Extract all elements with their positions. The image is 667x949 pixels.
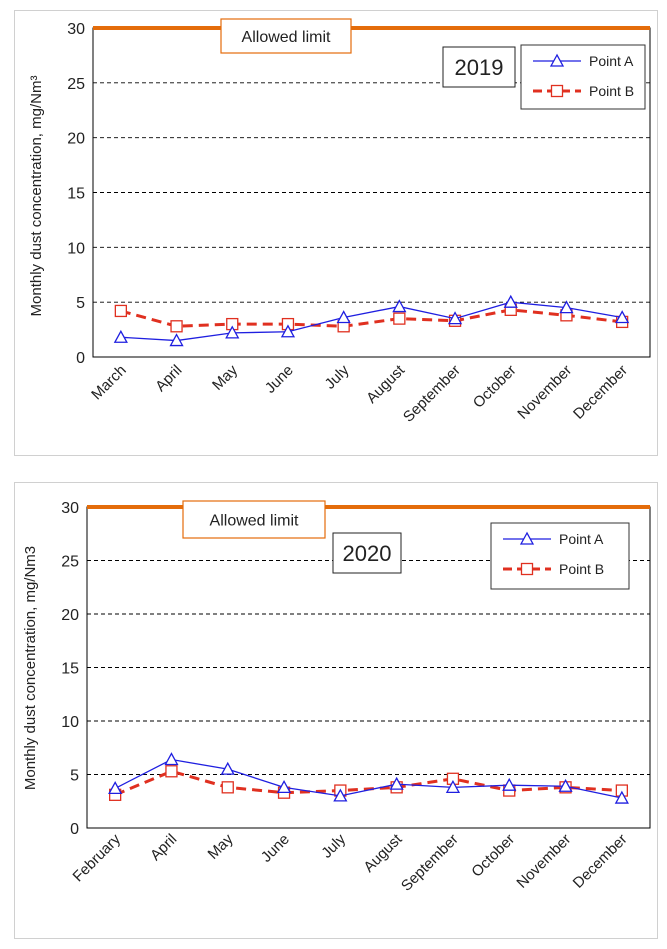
chart-2019: 0 5 10 15 20 25 30 Allowed limit 2019 Monthly dus…: [28, 18, 651, 426]
c1-point-a-point: [614, 790, 629, 804]
c1-legend-point-b-label: Point B: [559, 561, 604, 577]
c1-x-tick-label: October: [468, 831, 518, 881]
c1-y-axis-label: Monthly dust concentration, mg/Nm3: [22, 546, 39, 790]
c0-point-a-point: [225, 325, 240, 339]
c1-legend-point-a-marker: [519, 531, 535, 545]
c0-legend-point-b-marker: [550, 84, 564, 98]
c1-legend-box: [490, 522, 630, 590]
c0-point-a-point: [503, 294, 518, 308]
c0-x-tick-label: December: [570, 362, 631, 423]
c0-legend-point-b-label: Point B: [589, 83, 634, 99]
c0-point-a-point: [559, 300, 574, 314]
c1-x-tick-label: August: [360, 830, 406, 876]
c1-y-tick-label: 0: [70, 821, 79, 838]
c1-point-a-point: [276, 779, 292, 793]
c0-y-tick-label: 25: [67, 76, 85, 93]
c0-y-tick-label: 20: [67, 131, 85, 148]
chart-2019-panel: 0 5 10 15 20 25 30 Allowed limit 2019 Monthly dus…: [14, 10, 658, 456]
c1-x-tick-label: September: [398, 831, 462, 895]
c0-point-b-point: [170, 320, 183, 333]
c0-y-tick-label: 15: [67, 186, 85, 203]
c0-y-tick-label: 10: [67, 240, 85, 257]
c1-point-a-point: [502, 777, 517, 791]
c1-chart-title: 2020: [343, 541, 392, 566]
c0-title-box: [442, 46, 516, 88]
c1-y-tick-label: 30: [61, 500, 79, 517]
c0-point-a-line: [120, 301, 623, 342]
c0-y-axis-label: Monthly dust concentration, mg/Nm³: [28, 76, 45, 317]
c0-x-tick-label: October: [470, 362, 520, 412]
c0-point-a-point: [615, 310, 630, 324]
c1-point-a-point: [164, 752, 179, 766]
c1-y-tick-label: 20: [61, 607, 79, 624]
c0-x-tick-label: November: [514, 362, 575, 423]
c0-point-a-point: [336, 310, 351, 324]
c1-point-a-point: [108, 781, 123, 795]
c1-point-a-point: [558, 778, 573, 792]
c0-legend-point-a-marker: [549, 53, 565, 67]
c0-x-tick-label: June: [262, 362, 297, 397]
c1-x-tick-label: December: [570, 831, 631, 892]
c0-x-tick-label: September: [400, 362, 464, 426]
c1-title-box: [332, 532, 402, 574]
c1-point-a-point: [389, 776, 404, 790]
c0-x-tick-label: August: [363, 361, 409, 407]
c0-y-tick-label: 5: [76, 295, 85, 312]
c0-point-b-point: [393, 312, 406, 325]
c0-x-tick-label: May: [209, 361, 241, 393]
c0-point-a-point: [447, 311, 463, 325]
c1-x-tick-label: November: [513, 831, 574, 892]
c1-allowed-limit-box: [182, 500, 326, 539]
c0-x-tick-label: March: [88, 362, 129, 403]
c1-x-tick-label: June: [258, 831, 293, 866]
c1-y-tick-label: 25: [61, 554, 79, 571]
c1-x-tick-label: May: [205, 830, 237, 862]
c1-point-a-point: [445, 779, 461, 793]
c1-y-tick-label: 5: [70, 768, 79, 785]
c1-point-b-point: [221, 781, 234, 794]
c0-x-tick-label: July: [322, 361, 353, 392]
c0-legend-point-a-label: Point A: [589, 53, 634, 69]
c0-allowed-limit-label: Allowed limit: [242, 29, 331, 46]
c1-point-b-point: [165, 765, 178, 778]
c1-y-tick-label: 10: [61, 714, 79, 731]
c1-point-b-line: [114, 769, 622, 797]
c0-point-a-point: [169, 333, 184, 347]
c1-x-tick-label: February: [70, 830, 125, 885]
c1-y-tick-label: 15: [61, 661, 79, 678]
c0-chart-title: 2019: [455, 55, 504, 80]
c1-allowed-limit-label: Allowed limit: [210, 513, 299, 530]
c0-x-tick-label: April: [152, 362, 185, 395]
c1-x-tick-label: April: [147, 831, 180, 864]
c1-legend-point-b-marker: [520, 562, 534, 576]
c0-y-tick-label: 0: [76, 350, 85, 367]
c1-point-a-line: [114, 758, 622, 799]
c1-legend-point-a-label: Point A: [559, 531, 604, 547]
c0-point-b-line: [120, 308, 623, 328]
c0-point-b-point: [114, 304, 127, 318]
c0-allowed-limit-box: [220, 18, 352, 54]
c0-legend-box: [520, 44, 646, 110]
c0-point-a-point: [392, 299, 407, 313]
chart-2020-panel: 0 5 10 15 20 25 30 Allowed limit 2020 Monthly dus…: [14, 482, 658, 939]
c0-point-a-point: [113, 329, 128, 343]
c1-point-a-point: [333, 788, 348, 802]
c0-y-tick-label: 30: [67, 21, 85, 38]
c1-point-a-point: [220, 761, 235, 775]
c0-point-a-point: [280, 324, 296, 338]
chart-2020: 0 5 10 15 20 25 30 Allowed limit 2020 Monthly dus…: [22, 500, 651, 895]
c1-x-tick-label: July: [318, 830, 349, 861]
